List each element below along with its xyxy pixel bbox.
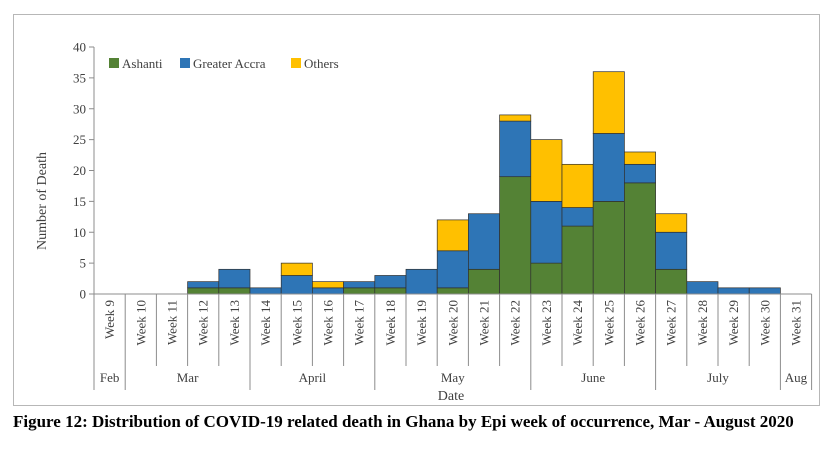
bar-segment-ashanti (436, 287, 469, 295)
legend-swatch (291, 58, 301, 68)
x-week-label: Week 27 (664, 300, 679, 346)
bar-segment-greater-accra (312, 287, 344, 295)
bar-segment-greater-accra (717, 287, 750, 295)
y-tick-label: 5 (80, 256, 87, 271)
bar-segment-others (499, 114, 532, 122)
legend: Ashanti Greater Accra Others (109, 56, 339, 71)
x-week-label: Week 28 (695, 300, 710, 346)
bar-segment-greater-accra (374, 275, 407, 289)
x-week-label: Week 23 (539, 300, 554, 346)
bar-segment-ashanti (592, 201, 625, 295)
bar-segment-greater-accra (343, 281, 376, 289)
bar-segment-greater-accra (655, 231, 688, 270)
bar-segment-greater-accra (499, 120, 532, 178)
bar-segment-ashanti (374, 287, 407, 295)
bar-segment-others (655, 213, 688, 233)
x-week-label: Week 10 (133, 300, 148, 346)
x-week-label: Week 25 (601, 300, 616, 346)
bar-segment-greater-accra (624, 163, 656, 184)
bar-segment-ashanti (468, 268, 500, 295)
bar-segment-others (624, 151, 656, 165)
x-month-label: Aug (785, 370, 808, 385)
x-week-label: Week 18 (383, 300, 398, 346)
y-tick-label: 35 (73, 70, 86, 85)
y-tick-label: 0 (80, 287, 87, 302)
bar-segment-ashanti (187, 287, 220, 295)
bar-segment-greater-accra (405, 268, 438, 295)
bar-segment-greater-accra (748, 287, 781, 295)
bar-segment-greater-accra (686, 281, 719, 295)
bar-segment-others (312, 281, 344, 289)
x-month-label: April (299, 370, 327, 385)
x-month-label: May (441, 370, 465, 385)
plot-area: 0 5 10 15 20 25 30 35 40 Week 9 Week 10 Week 11 Week… (73, 40, 813, 390)
x-week-label: Week 31 (789, 300, 804, 346)
x-month-label: June (581, 370, 605, 385)
chart-frame (13, 14, 820, 406)
y-tick-label: 30 (73, 101, 86, 116)
bar-segment-ashanti (561, 225, 594, 295)
bar-segment-ashanti (624, 182, 656, 295)
x-week-label: Week 15 (289, 300, 304, 346)
legend-label: Ashanti (122, 56, 163, 71)
bar-segment-ashanti (530, 262, 563, 295)
x-week-label: Week 22 (508, 300, 523, 346)
bar-segment-greater-accra (436, 250, 469, 289)
legend-label: Others (304, 56, 339, 71)
x-month-label: July (707, 370, 729, 385)
x-week-label: Week 20 (445, 300, 460, 346)
x-week-label: Week 29 (726, 300, 741, 346)
x-week-label: Week 14 (258, 300, 273, 346)
x-week-label: Week 13 (227, 300, 242, 346)
bar-segment-greater-accra (280, 275, 313, 295)
x-week-label: Week 26 (633, 300, 648, 346)
legend-swatch (109, 58, 119, 68)
x-week-label: Week 9 (102, 300, 117, 339)
bar-segment-others (280, 262, 313, 276)
x-week-label: Week 24 (570, 300, 585, 346)
bar-segment-others (530, 139, 563, 202)
bar-segment-greater-accra (218, 268, 251, 289)
bar-segment-ashanti (343, 287, 376, 295)
x-week-label: Week 17 (352, 300, 367, 346)
y-tick-label: 20 (73, 163, 86, 178)
legend-label: Greater Accra (193, 56, 266, 71)
bar-segment-ashanti (499, 176, 532, 295)
bar-segment-greater-accra (468, 213, 500, 270)
bar-segment-greater-accra (249, 287, 282, 295)
y-tick-label: 25 (73, 132, 86, 147)
bar-segment-others (436, 219, 469, 252)
x-week-label: Week 11 (165, 300, 180, 345)
y-axis-label: Number of Death (35, 152, 50, 250)
x-month-label: Mar (177, 370, 199, 385)
bar-segment-ashanti (218, 287, 251, 295)
y-tick-label: 40 (73, 40, 86, 55)
bar-segment-ashanti (655, 268, 688, 295)
legend-swatch (180, 58, 190, 68)
y-tick-label: 15 (73, 194, 86, 209)
y-tick-label: 10 (73, 225, 86, 240)
x-week-label: Week 16 (321, 300, 336, 346)
figure-caption: Figure 12: Distribution of COVID-19 rela… (13, 412, 794, 431)
stacked-bar-chart: 0 5 10 15 20 25 30 35 40 Week 9 Week 10 Week 11 Week… (35, 40, 813, 404)
bar-segment-greater-accra (187, 281, 220, 289)
bar-segment-others (561, 163, 594, 208)
x-week-label: Week 21 (477, 300, 492, 346)
bar-segment-others (592, 71, 625, 134)
x-week-label: Week 12 (196, 300, 211, 346)
bar-segment-greater-accra (592, 133, 625, 202)
x-week-label: Week 30 (757, 300, 772, 346)
x-week-label: Week 19 (414, 300, 429, 346)
x-axis-label: Date (438, 389, 464, 404)
x-month-label: Feb (100, 370, 120, 385)
bar-segment-greater-accra (530, 201, 563, 264)
bar-segment-greater-accra (561, 207, 594, 227)
